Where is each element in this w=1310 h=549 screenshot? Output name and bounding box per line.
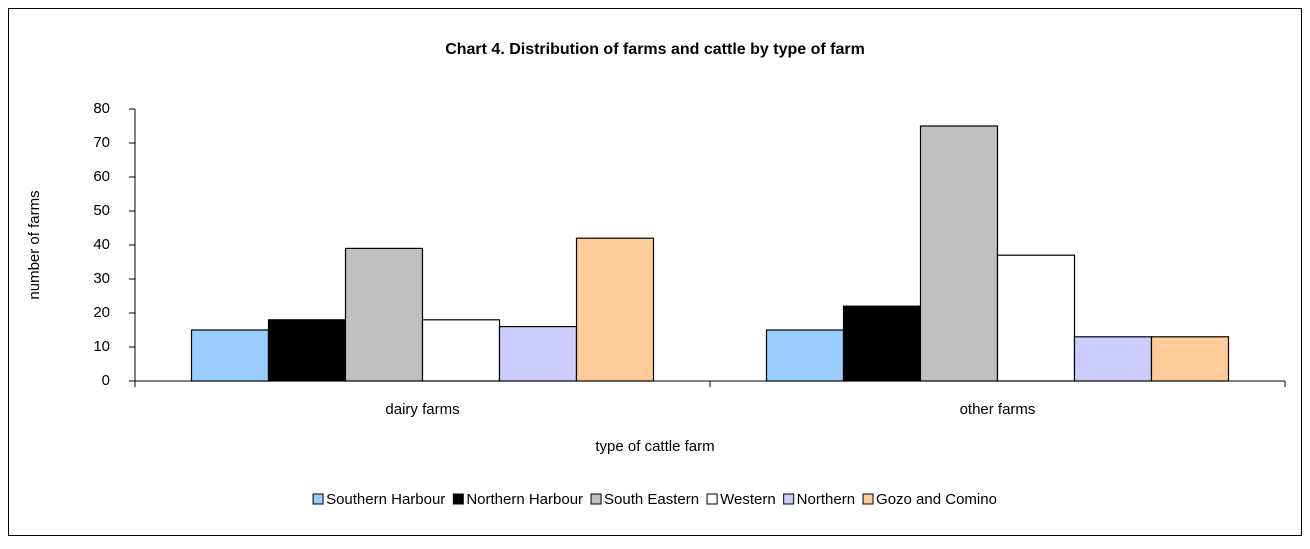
bar — [498, 326, 578, 382]
y-tick-label: 0 — [102, 372, 110, 389]
bar — [1073, 336, 1153, 382]
y-tick-label: 40 — [93, 236, 110, 253]
bar — [344, 247, 424, 382]
y-tick-label: 10 — [93, 338, 110, 355]
x-tick-label: dairy farms — [385, 401, 459, 418]
legend-swatch — [590, 493, 602, 505]
bar — [919, 125, 999, 382]
bar — [575, 237, 655, 382]
bar — [765, 329, 845, 382]
y-tick-label: 30 — [93, 270, 110, 287]
bar — [421, 319, 501, 382]
chart-frame — [8, 8, 1302, 536]
bar — [267, 319, 347, 382]
bar — [1150, 336, 1230, 382]
y-axis-title: number of farms — [26, 190, 43, 299]
y-tick-label: 50 — [93, 202, 110, 219]
y-tick-label: 60 — [93, 168, 110, 185]
legend-swatch — [706, 493, 718, 505]
legend-swatch — [783, 493, 795, 505]
bar — [996, 254, 1076, 382]
legend-label: Southern Harbour — [326, 491, 445, 508]
legend-swatch — [312, 493, 324, 505]
legend-label: Northern — [797, 491, 855, 508]
legend-swatch — [862, 493, 874, 505]
legend-label: Northern Harbour — [466, 491, 583, 508]
y-tick-label: 20 — [93, 304, 110, 321]
y-tick-label: 70 — [93, 134, 110, 151]
x-axis-title: type of cattle farm — [595, 438, 714, 455]
bar — [842, 305, 922, 382]
y-tick-label: 80 — [93, 100, 110, 117]
legend-label: Western — [720, 491, 776, 508]
legend-label: Gozo and Comino — [876, 491, 997, 508]
legend-label: South Eastern — [604, 491, 699, 508]
bar — [190, 329, 270, 382]
legend-swatch — [452, 493, 464, 505]
x-tick-label: other farms — [960, 401, 1036, 418]
chart-title: Chart 4. Distribution of farms and cattl… — [445, 41, 865, 58]
